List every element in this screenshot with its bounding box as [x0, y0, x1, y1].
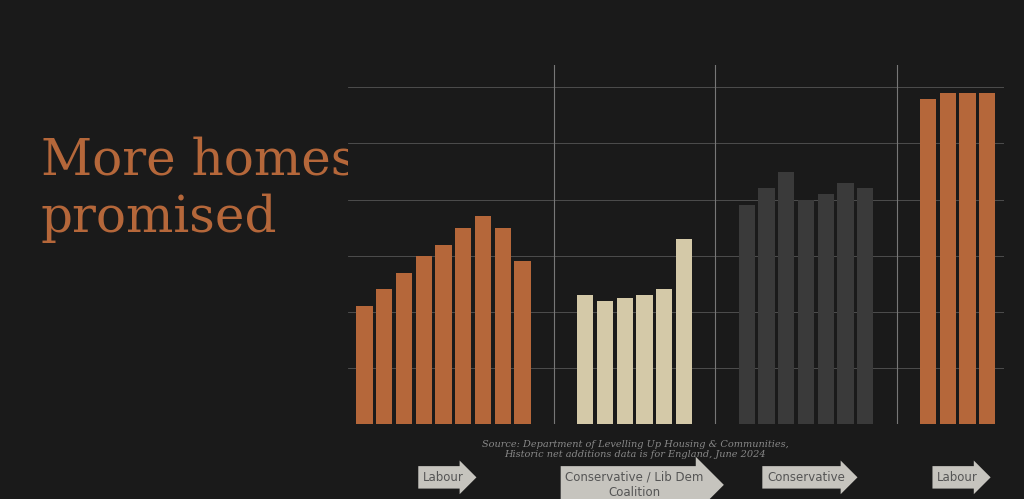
- Bar: [778, 172, 795, 424]
- Bar: [376, 289, 392, 424]
- Bar: [514, 261, 530, 424]
- Text: Source: Department of Levelling Up Housing & Communities,
Historic net additions: Source: Department of Levelling Up Housi…: [481, 440, 788, 459]
- Text: Conservative: Conservative: [767, 471, 845, 484]
- Bar: [495, 228, 511, 424]
- Bar: [416, 256, 432, 424]
- Bar: [738, 205, 755, 424]
- Bar: [475, 217, 492, 424]
- Bar: [817, 194, 834, 424]
- Bar: [838, 183, 854, 424]
- Bar: [798, 200, 814, 424]
- Bar: [676, 239, 692, 424]
- Text: Labour: Labour: [423, 471, 464, 484]
- Bar: [435, 245, 452, 424]
- Bar: [578, 295, 593, 424]
- Bar: [857, 189, 873, 424]
- Bar: [616, 298, 633, 424]
- Bar: [920, 99, 936, 424]
- Bar: [597, 300, 613, 424]
- Bar: [656, 289, 673, 424]
- Bar: [959, 93, 976, 424]
- Text: Labour: Labour: [937, 471, 978, 484]
- Bar: [636, 295, 652, 424]
- Bar: [356, 306, 373, 424]
- Bar: [759, 189, 774, 424]
- Bar: [396, 272, 412, 424]
- Text: Conservative / Lib Dem
Coalition: Conservative / Lib Dem Coalition: [565, 471, 703, 499]
- Text: More homes
promised: More homes promised: [41, 136, 356, 243]
- Bar: [455, 228, 471, 424]
- Bar: [979, 93, 995, 424]
- Bar: [940, 93, 955, 424]
